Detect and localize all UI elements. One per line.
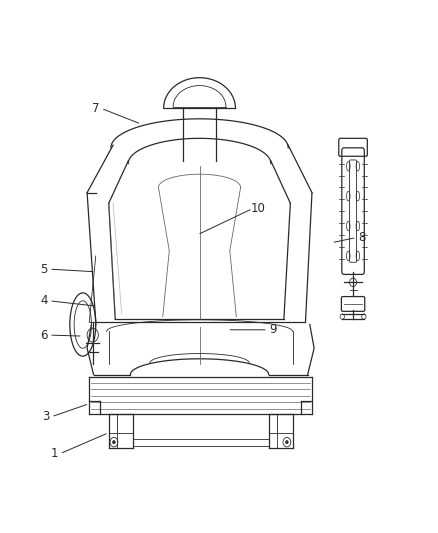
Text: 8: 8 xyxy=(358,231,365,244)
Circle shape xyxy=(286,441,288,443)
Text: 7: 7 xyxy=(92,102,99,115)
Text: 6: 6 xyxy=(40,328,48,342)
Text: 5: 5 xyxy=(40,263,48,276)
Text: 10: 10 xyxy=(251,202,265,215)
Text: 9: 9 xyxy=(269,324,277,336)
Text: 1: 1 xyxy=(51,447,58,460)
Text: 4: 4 xyxy=(40,294,48,308)
Circle shape xyxy=(113,441,115,443)
Text: 3: 3 xyxy=(42,410,49,423)
